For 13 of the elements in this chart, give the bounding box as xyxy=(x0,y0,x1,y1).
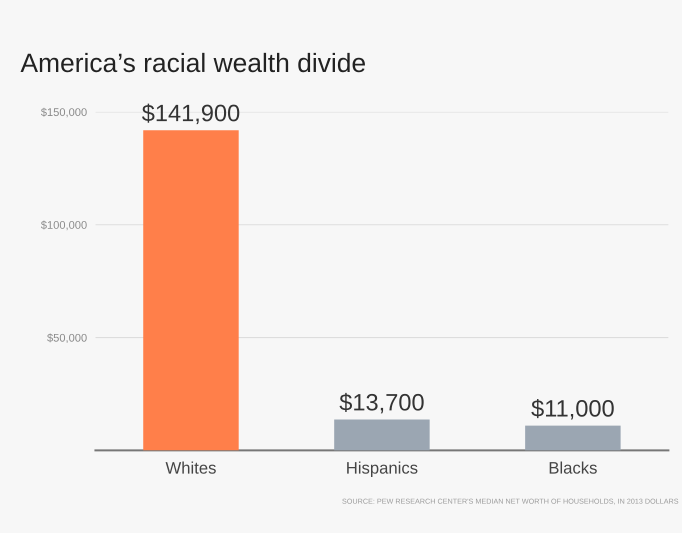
x-tick-label: Hispanics xyxy=(347,461,418,478)
y-tick-label: $150,000 xyxy=(40,108,87,118)
y-tick-label: $100,000 xyxy=(40,220,87,230)
bar xyxy=(334,419,430,450)
bar xyxy=(143,130,239,450)
y-tick-label: $50,000 xyxy=(47,333,87,344)
x-tick-label: Whites xyxy=(166,461,216,474)
data-label: $13,700 xyxy=(340,392,424,414)
x-tick-label: Blacks xyxy=(550,461,597,474)
chart-title: America’s racial wealth divide xyxy=(20,52,365,72)
data-label: $141,900 xyxy=(142,104,240,124)
data-label: $11,000 xyxy=(531,399,614,420)
bar xyxy=(525,426,621,450)
